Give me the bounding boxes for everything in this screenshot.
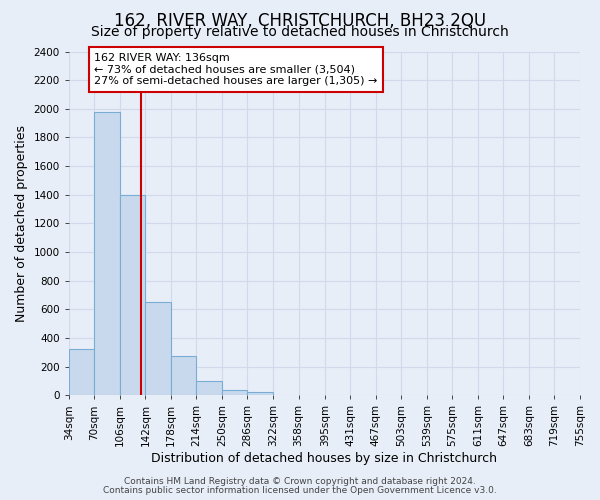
Text: Size of property relative to detached houses in Christchurch: Size of property relative to detached ho… xyxy=(91,25,509,39)
Bar xyxy=(69,348,94,396)
Bar xyxy=(222,390,247,396)
Text: Contains HM Land Registry data © Crown copyright and database right 2024.: Contains HM Land Registry data © Crown c… xyxy=(124,477,476,486)
Bar xyxy=(247,392,273,396)
Text: Contains public sector information licensed under the Open Government Licence v3: Contains public sector information licen… xyxy=(103,486,497,495)
X-axis label: Distribution of detached houses by size in Christchurch: Distribution of detached houses by size … xyxy=(151,452,497,465)
Text: 162, RIVER WAY, CHRISTCHURCH, BH23 2QU: 162, RIVER WAY, CHRISTCHURCH, BH23 2QU xyxy=(114,12,486,30)
Y-axis label: Number of detached properties: Number of detached properties xyxy=(15,125,28,322)
Bar xyxy=(196,381,222,396)
Bar xyxy=(171,356,196,396)
Bar xyxy=(94,112,120,396)
Bar xyxy=(145,302,171,396)
Bar xyxy=(120,194,145,396)
Text: 162 RIVER WAY: 136sqm
← 73% of detached houses are smaller (3,504)
27% of semi-d: 162 RIVER WAY: 136sqm ← 73% of detached … xyxy=(94,53,378,86)
